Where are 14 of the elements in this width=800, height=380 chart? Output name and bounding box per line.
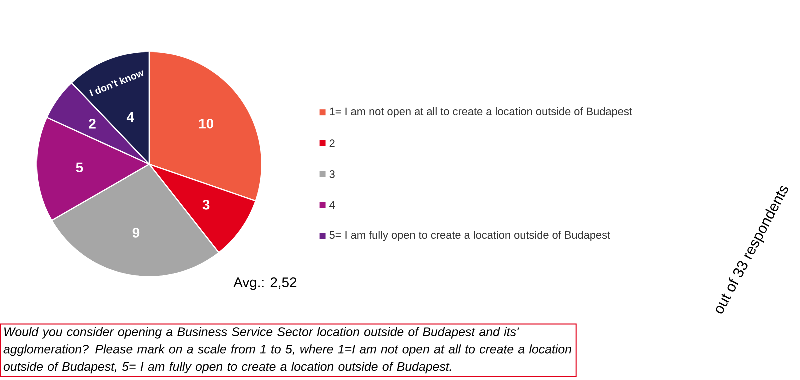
slice-label: I don't know <box>90 70 144 97</box>
data-label: 4 <box>126 112 134 122</box>
data-label: 3 <box>202 200 210 210</box>
data-label: 9 <box>132 228 140 238</box>
legend-label: 2 <box>330 140 335 148</box>
text: Would you consider opening a Business Service Sector location outside of Budapest and its' agglomeration? Please mark on a scale from 1 to 5, where 1=I am not open at all to create a location outside of Budapest, 5= I am fully open to create a location outside of Budapest. <box>4 327 572 374</box>
data-label: 2 <box>89 119 96 129</box>
legend-label: 1= I am not open at all to create a location outside of Budapest <box>330 108 632 118</box>
legend-label: 4 <box>330 202 336 210</box>
legend-label: 3 <box>330 170 335 178</box>
legend-label: 5= I am fully open to create a location outside of Budapest <box>330 231 610 242</box>
text: Avg.: 2,52 <box>234 278 297 290</box>
data-label: 5 <box>76 163 84 173</box>
data-label: 10 <box>199 119 214 129</box>
